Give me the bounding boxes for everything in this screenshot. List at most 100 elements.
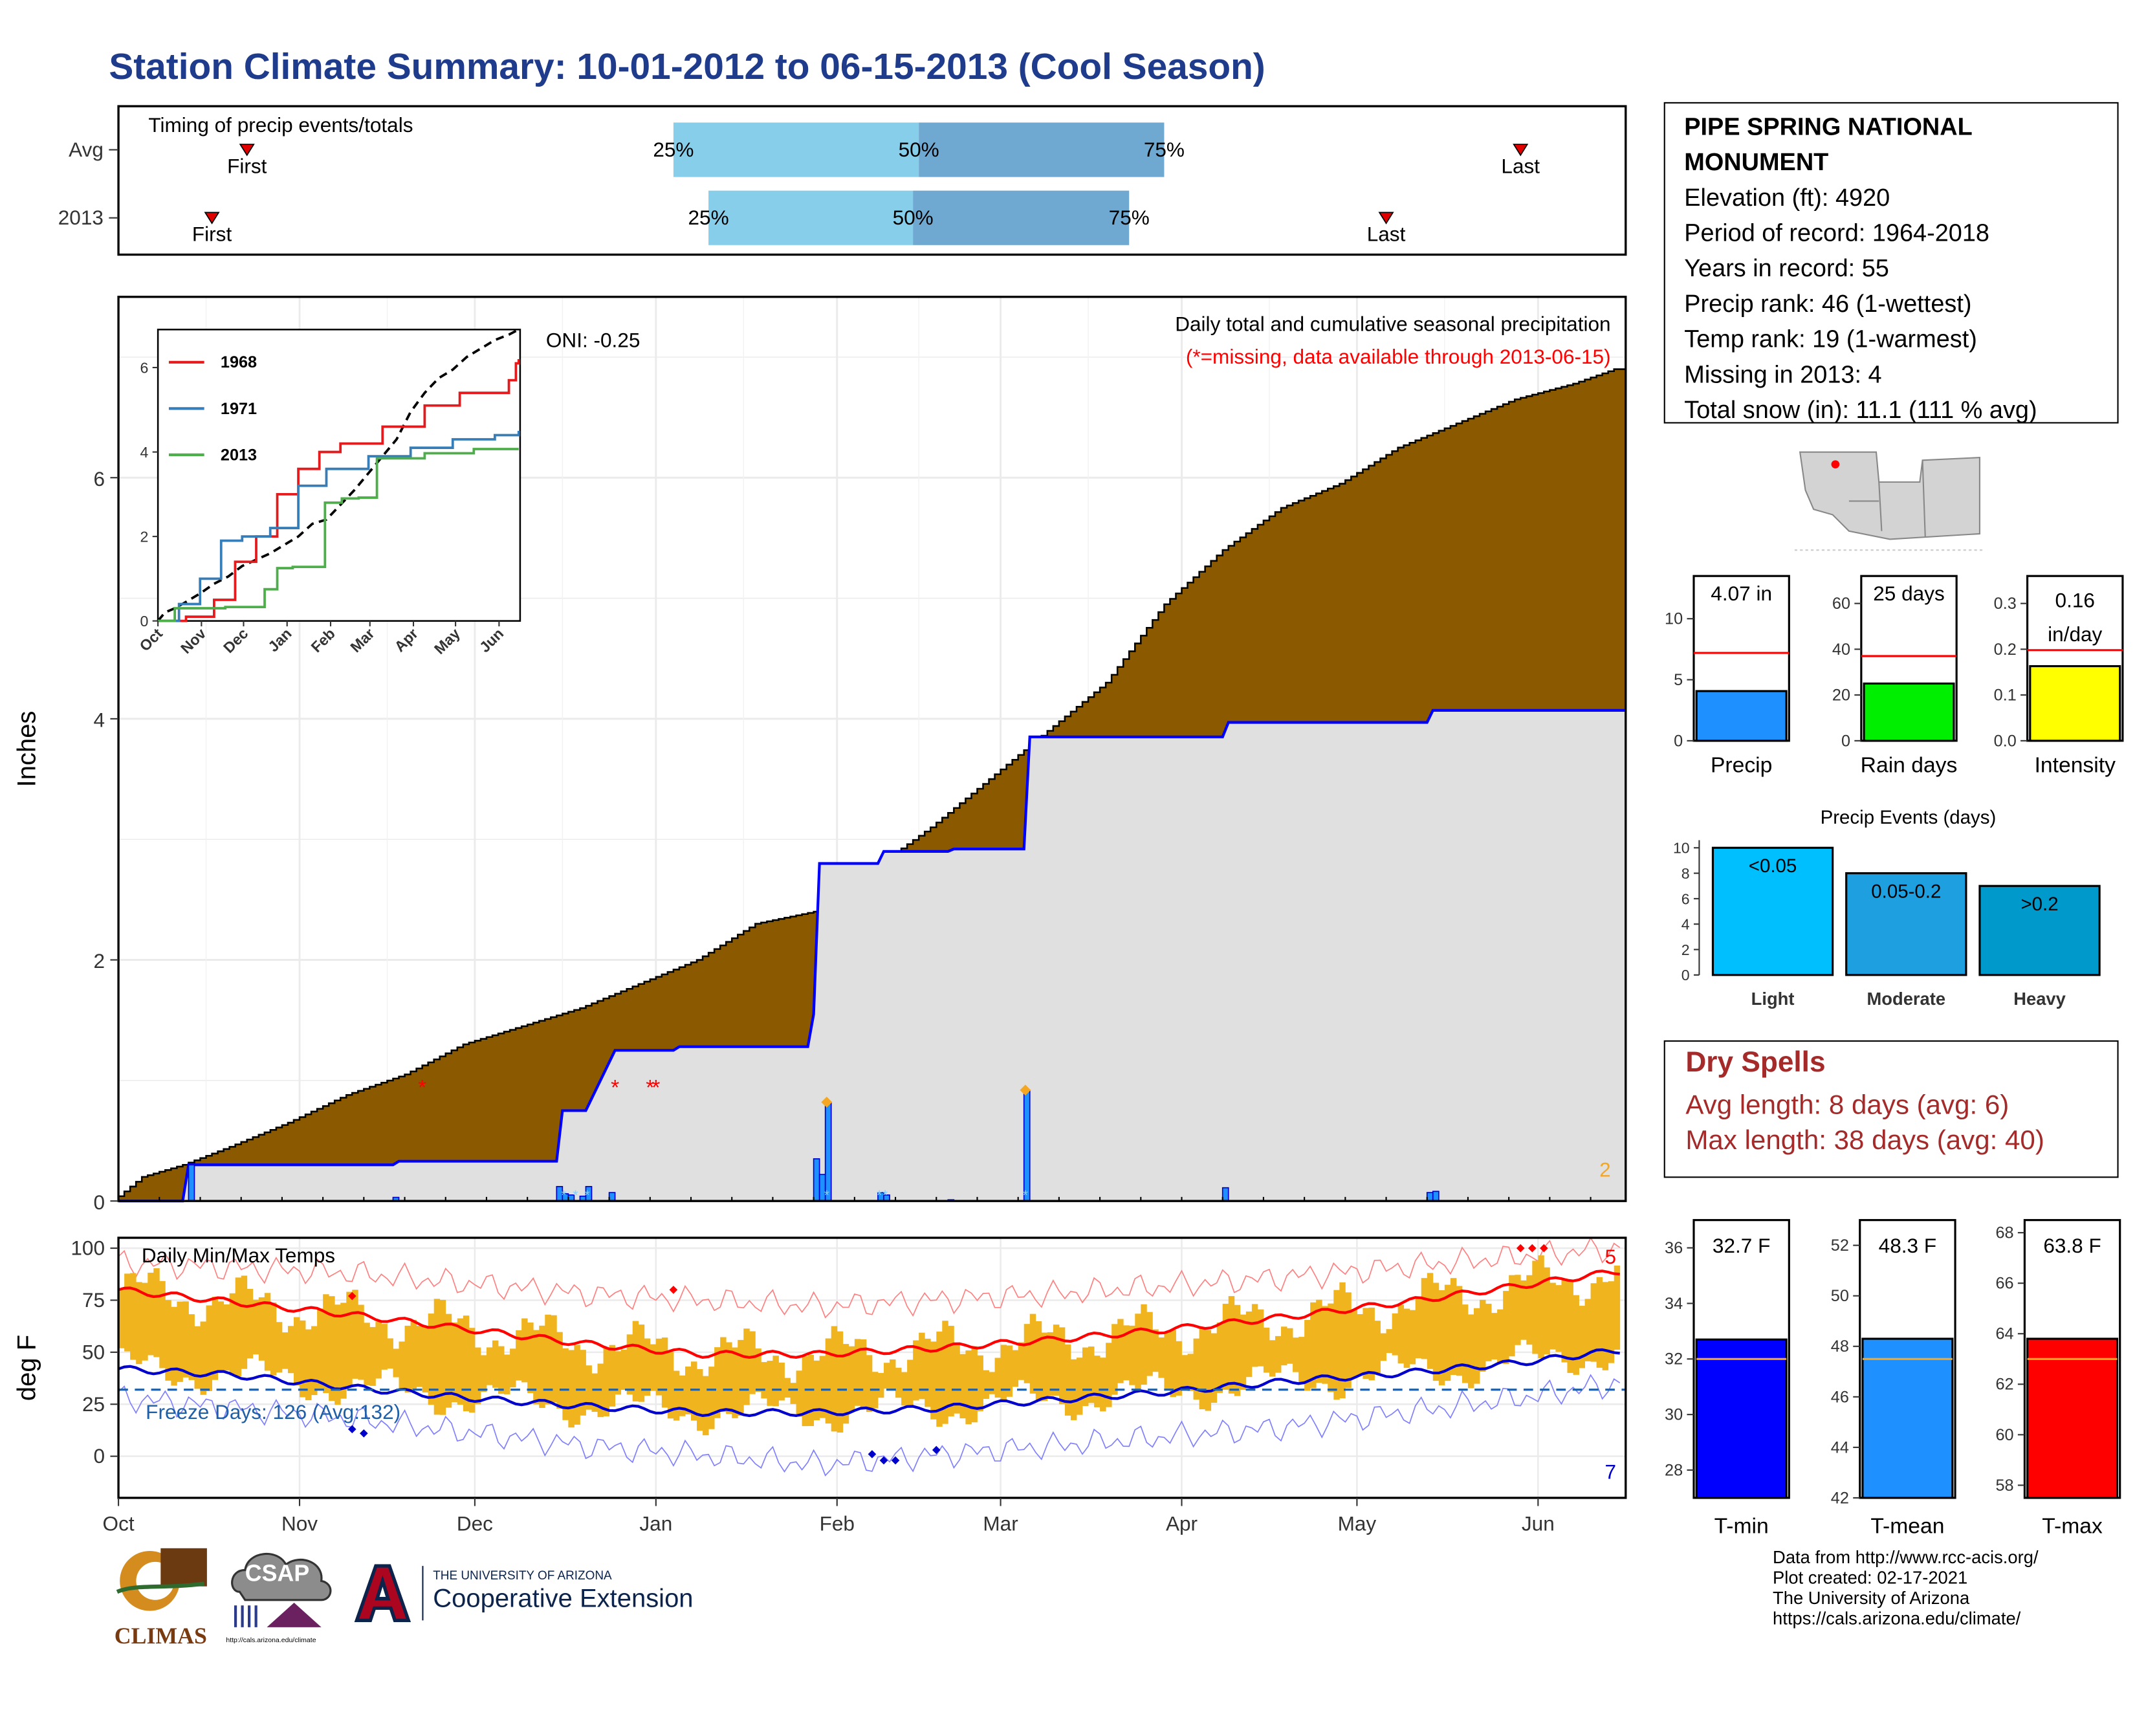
precip-events-bar-moderate	[1845, 872, 1967, 976]
station-stat-line: Precip rank: 46 (1-wettest)	[1684, 290, 1972, 318]
avg-tmin-line	[118, 1348, 1620, 1418]
daily-temp-bar	[1339, 1282, 1346, 1399]
daily-temp-bar	[1491, 1313, 1498, 1360]
daily-temp-bar	[790, 1383, 796, 1404]
temp-count-low: 7	[1604, 1460, 1616, 1483]
station-stat-line: Period of record: 1964-2018	[1684, 219, 1990, 247]
daily-temp-bar	[1293, 1337, 1299, 1372]
daily-temp-bar	[1006, 1345, 1013, 1397]
oni-label: ONI: -0.25	[546, 329, 640, 352]
temp-record-low-line	[118, 1374, 1621, 1477]
daily-temp-bar	[551, 1315, 557, 1403]
daily-temp-bar	[463, 1315, 470, 1412]
daily-temp-bar	[258, 1297, 265, 1361]
daily-temp-bar	[252, 1299, 259, 1355]
daily-temp-bar	[1058, 1327, 1066, 1405]
daily-temp-bar	[399, 1341, 405, 1389]
daily-temp-bar	[1076, 1357, 1083, 1415]
avg-tmax-line	[118, 1269, 1620, 1359]
daily-temp-bar	[1199, 1327, 1206, 1410]
daily-temp-bar	[1170, 1330, 1176, 1398]
daily-temp-bar	[907, 1359, 914, 1406]
timing-first-label: First	[192, 222, 232, 245]
daily-temp-bar	[200, 1321, 206, 1395]
snow-flag-icon: *	[824, 1188, 829, 1203]
daily-temp-bar	[1596, 1277, 1603, 1368]
daily-temp-bar	[1053, 1324, 1060, 1396]
precip-events-bar-heavy	[1978, 884, 2101, 976]
daily-temp-bar	[860, 1339, 867, 1409]
month-label: Feb	[820, 1511, 855, 1535]
credit-university: The University of Arizona	[1773, 1587, 1970, 1609]
daily-temp-bar	[492, 1340, 499, 1388]
daily-temp-bar	[568, 1350, 575, 1428]
station-stat-line: Temp rank: 19 (1-warmest)	[1684, 325, 1977, 353]
daily-temp-bar	[1210, 1333, 1218, 1403]
daily-precip-bar	[1426, 1192, 1434, 1202]
daily-temp-bar	[153, 1268, 160, 1357]
inset-legend-label: 2013	[221, 446, 257, 464]
daily-temp-bar	[516, 1330, 522, 1381]
daily-temp-bar	[796, 1370, 802, 1417]
mini-bar-value: 4.07 in	[1711, 582, 1772, 605]
daily-temp-bar	[655, 1338, 662, 1396]
daily-temp-bar	[229, 1293, 236, 1376]
daily-temp-bar	[1029, 1313, 1036, 1394]
csap-logo-url: http://cals.arizona.edu/climate	[226, 1636, 316, 1645]
daily-temp-bar	[1432, 1282, 1440, 1381]
temp-bar-ytick-label: 60	[1995, 1426, 2013, 1444]
daily-temp-bar	[825, 1338, 832, 1424]
inset-legend-label: 1971	[221, 400, 257, 418]
timing-row-label: Avg	[69, 138, 104, 161]
daily-temp-bar	[1351, 1309, 1357, 1378]
climas-logo-text: CLIMAS	[114, 1623, 207, 1649]
daily-temp-bar	[1176, 1341, 1182, 1396]
timing-bar-25-50	[708, 190, 914, 245]
temp-ytick-label: 25	[82, 1392, 105, 1416]
daily-temp-bar	[1100, 1357, 1106, 1412]
month-label: Jun	[1522, 1511, 1555, 1535]
daily-temp-bar	[300, 1320, 306, 1398]
daily-temp-bar	[883, 1363, 890, 1389]
timing-row-label: 2013	[58, 206, 104, 229]
mini-bar-ytick-label: 0.3	[1994, 595, 2017, 613]
daily-temp-bar	[591, 1373, 598, 1412]
daily-temp-bar	[1345, 1292, 1352, 1389]
daily-temp-bar	[1608, 1281, 1615, 1363]
mini-bar-rain-days	[1863, 682, 1955, 742]
precip-events-category: Moderate	[1867, 989, 1946, 1009]
daily-temp-bar	[837, 1331, 844, 1433]
daily-temp-bar	[1374, 1321, 1381, 1374]
daily-temp-bar	[1094, 1356, 1100, 1407]
daily-temp-bar	[1205, 1330, 1212, 1411]
daily-precip-bar	[188, 1164, 195, 1202]
mini-bar-ytick-label: 40	[1832, 641, 1850, 659]
daily-temp-bar	[527, 1322, 534, 1394]
daily-temp-bar	[393, 1348, 399, 1378]
daily-temp-bar	[1281, 1326, 1287, 1366]
mini-bar-label: Precip	[1711, 753, 1772, 777]
daily-temp-bar	[1462, 1304, 1469, 1383]
daily-temp-bar	[1328, 1303, 1334, 1392]
precip-events-title: Precip Events (days)	[1821, 807, 1997, 828]
daily-temp-bar	[539, 1325, 545, 1408]
daily-temp-bar	[890, 1359, 896, 1389]
daily-temp-bar	[1310, 1302, 1317, 1389]
daily-temp-bar	[626, 1334, 633, 1395]
daily-temp-bar	[1386, 1329, 1393, 1354]
daily-temp-bar	[1106, 1343, 1112, 1407]
daily-temp-bar	[661, 1337, 668, 1408]
mini-bar-ytick-label: 0	[1674, 732, 1683, 750]
daily-temp-bar	[1234, 1304, 1241, 1396]
timing-p25-label: 25%	[653, 138, 694, 161]
page-title: Station Climate Summary: 10-01-2012 to 0…	[109, 46, 1265, 87]
daily-temp-bar	[1287, 1328, 1293, 1364]
temp-ytick-label: 0	[93, 1444, 105, 1467]
temp-ylabel: deg F	[13, 1335, 41, 1401]
missing-day-marker: *	[651, 1076, 660, 1100]
daily-temp-bar	[410, 1319, 417, 1390]
daily-temp-bar	[1421, 1278, 1428, 1359]
daily-temp-bar	[673, 1370, 680, 1421]
